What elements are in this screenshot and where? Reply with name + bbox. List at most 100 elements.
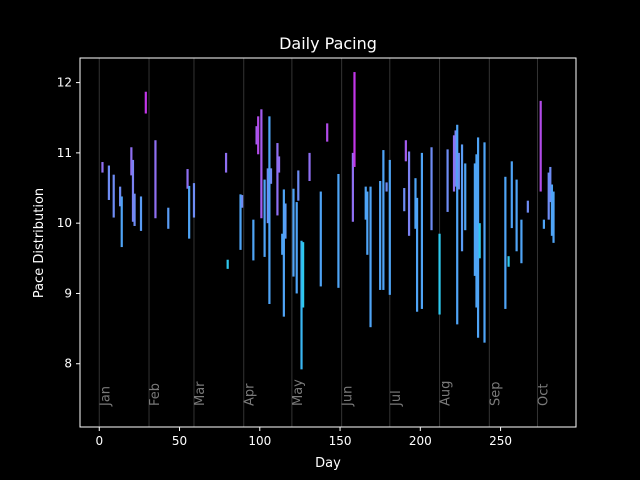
range-bar <box>112 174 115 218</box>
month-label: May <box>291 379 306 406</box>
range-bar <box>167 207 170 229</box>
range-bar <box>131 159 135 222</box>
range-bar <box>319 191 322 287</box>
x-axis-ticks: 0 50 100 150 200 250 <box>95 427 512 448</box>
range-bar <box>186 169 189 189</box>
range-bar <box>276 143 279 216</box>
y-tick-label: 9 <box>64 286 72 300</box>
month-label: Sep <box>488 381 503 406</box>
range-bar <box>120 196 123 248</box>
range-bar <box>446 149 449 212</box>
range-bar <box>154 140 157 219</box>
range-bar <box>483 142 486 343</box>
range-bar <box>133 193 136 226</box>
range-bar <box>139 196 143 231</box>
month-label: Jun <box>341 386 356 407</box>
range-bar <box>526 200 529 213</box>
range-bar <box>353 72 356 167</box>
range-bar <box>188 185 191 239</box>
y-axis-label: Pace Distribution <box>32 188 47 298</box>
range-bar <box>385 182 388 192</box>
range-bar <box>260 109 263 219</box>
range-bar <box>550 184 554 236</box>
range-bar <box>520 219 523 264</box>
range-bar <box>454 130 457 187</box>
range-bar <box>404 140 407 162</box>
range-bar <box>224 152 228 173</box>
range-bar <box>478 223 481 259</box>
range-bar <box>130 147 133 176</box>
range-bar <box>407 151 411 236</box>
range-bar <box>475 154 478 308</box>
range-bar <box>144 91 147 114</box>
range-bar <box>415 197 419 312</box>
range-bar <box>119 186 122 207</box>
range-bar <box>507 256 510 267</box>
month-label: Feb <box>148 383 163 406</box>
x-tick-label: 150 <box>329 434 352 448</box>
range-bar <box>268 116 271 304</box>
range-bar <box>388 159 391 295</box>
x-tick-label: 0 <box>95 434 103 448</box>
range-bar <box>364 186 367 220</box>
x-tick-label: 250 <box>489 434 512 448</box>
range-bar <box>241 195 244 208</box>
range-bar <box>308 152 311 181</box>
range-bar <box>379 181 382 290</box>
range-bar <box>326 123 329 142</box>
range-bar <box>284 203 287 239</box>
range-bar <box>282 189 285 317</box>
range-bar <box>239 194 242 250</box>
range-bar <box>510 161 513 229</box>
range-bar <box>281 233 284 255</box>
month-label: Aug <box>439 381 454 406</box>
x-tick-label: 200 <box>409 434 432 448</box>
plot-area-frame <box>79 57 577 428</box>
month-separator-group <box>98 58 538 427</box>
range-bar <box>300 240 303 370</box>
y-tick-label: 10 <box>57 216 72 230</box>
range-bar <box>295 202 298 294</box>
range-bar <box>464 163 467 231</box>
range-bar <box>539 100 542 192</box>
month-label-group: Jan Feb Mar Apr May Jun Jul Aug Sep Oct <box>98 379 551 407</box>
y-tick-label: 12 <box>57 76 72 90</box>
range-bar <box>366 191 369 255</box>
range-bar <box>302 242 305 308</box>
x-tick-label: 100 <box>248 434 271 448</box>
range-bar <box>351 152 354 222</box>
range-bar <box>297 170 300 201</box>
month-label: Mar <box>193 381 208 406</box>
range-bar <box>473 163 476 276</box>
y-tick-label: 8 <box>64 357 72 371</box>
x-axis-label: Day <box>315 456 341 471</box>
range-bar <box>337 173 340 288</box>
range-bar <box>542 219 545 229</box>
range-bar <box>369 186 372 328</box>
range-bar <box>403 188 406 212</box>
range-bar <box>414 178 417 229</box>
month-label: Jul <box>389 390 404 407</box>
range-bar <box>277 156 281 173</box>
range-bar <box>515 179 518 252</box>
range-bar <box>504 176 507 309</box>
range-bar <box>457 152 460 190</box>
range-bar <box>107 165 110 200</box>
y-tick-label: 11 <box>57 146 72 160</box>
x-tick-label: 50 <box>172 434 187 448</box>
y-axis-ticks: 8 9 10 11 12 <box>57 76 80 371</box>
range-bar <box>382 150 385 290</box>
range-bar <box>269 168 273 184</box>
range-bar <box>226 259 229 269</box>
month-label: Apr <box>243 383 258 406</box>
range-bar <box>420 152 424 309</box>
range-bar <box>452 135 456 192</box>
range-bar <box>252 219 255 261</box>
range-bar-group <box>101 72 555 370</box>
range-bar <box>263 179 266 257</box>
range-bar <box>292 188 295 277</box>
range-bar <box>430 147 433 231</box>
range-bar <box>456 124 459 325</box>
chart-title: Daily Pacing <box>279 34 377 53</box>
range-bar <box>192 183 196 218</box>
